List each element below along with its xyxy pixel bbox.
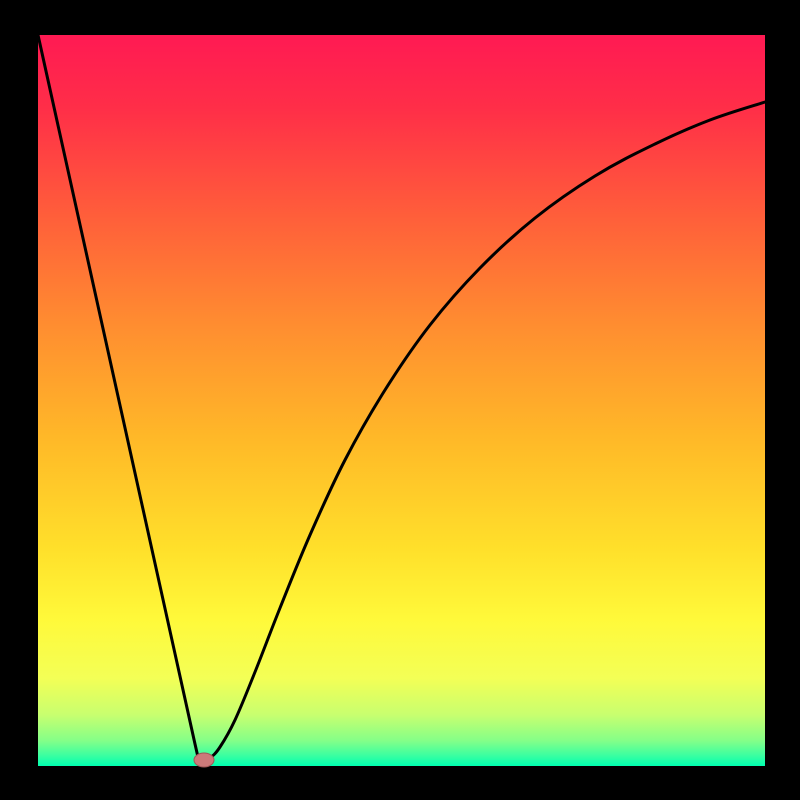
chart-container: TheBottleneck.com <box>0 0 800 800</box>
chart-svg <box>0 0 800 800</box>
minimum-marker <box>194 753 214 767</box>
